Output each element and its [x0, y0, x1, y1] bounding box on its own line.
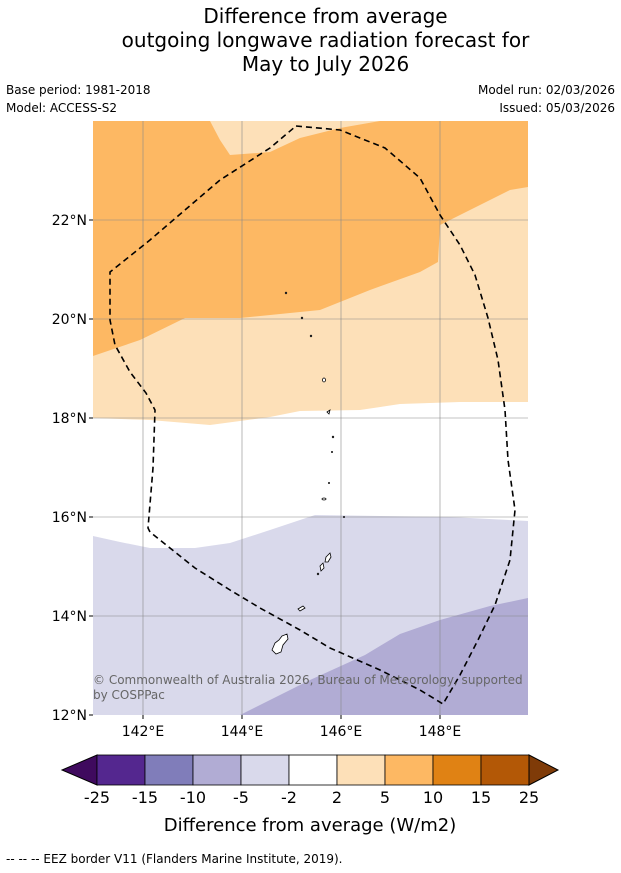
colorbar-swatch — [384, 754, 434, 786]
map-figure: © Commonwealth of Australia 2026, Bureau… — [52, 121, 560, 836]
lat-label-14: 14°N — [52, 609, 87, 625]
title-line-1: Difference from average — [203, 4, 448, 28]
meta-right: Model run: 02/03/2026 Issued: 05/03/2026 — [478, 81, 615, 117]
chart-title: Difference from average outgoing longwav… — [0, 4, 621, 76]
island-saipan — [324, 552, 332, 563]
title-line-2: outgoing longwave radiation forecast for — [121, 28, 530, 52]
island-agrihan — [322, 377, 326, 383]
colorbar-tick-label: 15 — [471, 788, 491, 807]
island-rota — [297, 605, 306, 612]
colorbar-swatch — [288, 754, 338, 786]
copyright-line-1: © Commonwealth of Australia 2026, Bureau… — [93, 673, 523, 687]
colorbar-tick-label: -15 — [132, 788, 158, 807]
base-period: Base period: 1981-2018 — [6, 83, 151, 97]
lon-labels: 142°E 144°E 146°E 148°E — [122, 724, 462, 740]
colorbar-swatch — [144, 754, 194, 786]
colorbar-tick-label: 2 — [332, 788, 342, 807]
colorbar-tick-label: 25 — [519, 788, 539, 807]
colorbar-swatch — [432, 754, 482, 786]
colorbar-tick-label: 5 — [380, 788, 390, 807]
lon-label-146: 146°E — [320, 724, 363, 740]
graticule — [93, 121, 528, 715]
lat-label-18: 18°N — [52, 411, 87, 427]
lon-label-148: 148°E — [419, 724, 462, 740]
colorbar — [60, 754, 560, 786]
model-run: Model run: 02/03/2026 — [477, 83, 615, 97]
meta-left: Base period: 1981-2018 Model: ACCESS-S2 — [6, 81, 151, 117]
island-farallon-de-pajaros — [284, 291, 288, 295]
colorbar-label: Difference from average (W/m2) — [164, 815, 456, 836]
island-guguan — [330, 450, 333, 453]
island-aguijan — [316, 572, 320, 576]
lat-label-12: 12°N — [52, 708, 87, 724]
island-alamagan — [331, 435, 335, 439]
colorbar-ticks: -25 -15 -10 -5 -2 2 5 10 15 25 — [84, 788, 539, 807]
island-anatahan — [321, 497, 327, 501]
title-line-3: May to July 2026 — [241, 52, 410, 76]
island-maug — [300, 316, 304, 320]
copyright-line-2: by COSPPac — [93, 688, 165, 702]
islands — [271, 291, 345, 655]
island-farallon-de-medinilla — [342, 516, 345, 519]
lat-label-22: 22°N — [52, 213, 87, 229]
colorbar-swatch — [240, 754, 290, 786]
colorbar-extend-low — [60, 754, 98, 786]
axis-ticks — [89, 219, 441, 719]
colorbar-tick-label: -5 — [233, 788, 249, 807]
lon-label-144: 144°E — [221, 724, 264, 740]
colorbar-swatch — [336, 754, 386, 786]
island-tinian — [319, 562, 325, 572]
map-area: © Commonwealth of Australia 2026, Bureau… — [93, 121, 528, 715]
lat-labels: 22°N 20°N 18°N 16°N 14°N 12°N — [52, 213, 87, 724]
island-asuncion — [309, 334, 313, 338]
colorbar-tick-label: -2 — [281, 788, 297, 807]
colorbar-swatch — [96, 754, 146, 786]
lon-label-142: 142°E — [122, 724, 165, 740]
island-sarigan — [327, 481, 330, 484]
anomaly-band-5-to-10 — [93, 121, 528, 356]
eez-legend: -- -- -- EEZ border V11 (Flanders Marine… — [6, 852, 343, 866]
island-pagan — [326, 409, 331, 415]
issued-date: Issued: 05/03/2026 — [499, 101, 615, 115]
colorbar-swatch — [192, 754, 242, 786]
colorbar-extend-high — [528, 754, 560, 786]
island-guam — [271, 633, 289, 655]
model-name: Model: ACCESS-S2 — [6, 101, 118, 115]
lat-label-20: 20°N — [52, 312, 87, 328]
colorbar-tick-label: -25 — [84, 788, 110, 807]
anomaly-band-minus10-to-minus5 — [240, 598, 528, 715]
colorbar-tick-label: 10 — [423, 788, 443, 807]
colorbar-swatch — [480, 754, 530, 786]
colorbar-tick-label: -10 — [180, 788, 206, 807]
eez-border — [109, 125, 516, 706]
lat-label-16: 16°N — [52, 510, 87, 526]
